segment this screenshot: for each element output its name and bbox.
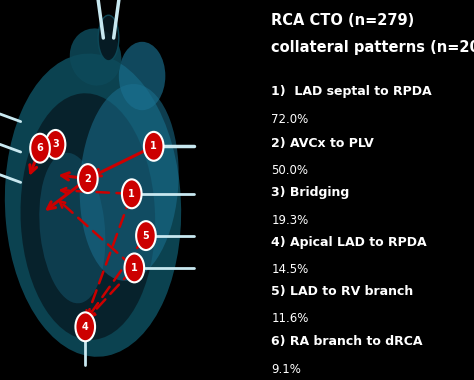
Ellipse shape	[119, 42, 165, 110]
Text: 1: 1	[128, 189, 135, 199]
Circle shape	[125, 253, 144, 282]
Circle shape	[75, 312, 95, 341]
Text: 2: 2	[84, 174, 91, 184]
Text: 50.0%: 50.0%	[271, 164, 308, 177]
Circle shape	[30, 134, 50, 163]
Ellipse shape	[70, 28, 121, 86]
Text: 3) Bridging: 3) Bridging	[271, 186, 349, 199]
Text: 5: 5	[143, 231, 149, 241]
Text: 2) AVCx to PLV: 2) AVCx to PLV	[271, 137, 374, 150]
Text: 3: 3	[52, 139, 59, 149]
Text: 4: 4	[82, 322, 89, 332]
Circle shape	[144, 132, 164, 161]
Text: 6) RA branch to dRCA: 6) RA branch to dRCA	[271, 335, 423, 348]
Text: RCA CTO (n=279): RCA CTO (n=279)	[271, 13, 415, 28]
Text: 4) Apical LAD to RPDA: 4) Apical LAD to RPDA	[271, 236, 427, 249]
Ellipse shape	[20, 93, 155, 340]
Ellipse shape	[98, 15, 119, 61]
Text: 11.6%: 11.6%	[271, 312, 309, 325]
Text: 1)  LAD septal to RPDA: 1) LAD septal to RPDA	[271, 86, 432, 98]
Text: 1: 1	[150, 141, 157, 151]
Text: 5) LAD to RV branch: 5) LAD to RV branch	[271, 285, 413, 298]
Text: 1: 1	[131, 263, 138, 273]
Circle shape	[78, 164, 98, 193]
Circle shape	[122, 179, 142, 208]
Ellipse shape	[5, 54, 181, 357]
Circle shape	[136, 221, 156, 250]
Text: collateral patterns (n=20): collateral patterns (n=20)	[271, 40, 474, 55]
Text: 72.0%: 72.0%	[271, 113, 309, 126]
Text: 19.3%: 19.3%	[271, 214, 309, 226]
Text: 14.5%: 14.5%	[271, 263, 309, 276]
Ellipse shape	[39, 153, 105, 303]
Circle shape	[46, 130, 65, 159]
Ellipse shape	[80, 84, 179, 281]
Text: 9.1%: 9.1%	[271, 363, 301, 375]
Text: 6: 6	[36, 143, 44, 153]
